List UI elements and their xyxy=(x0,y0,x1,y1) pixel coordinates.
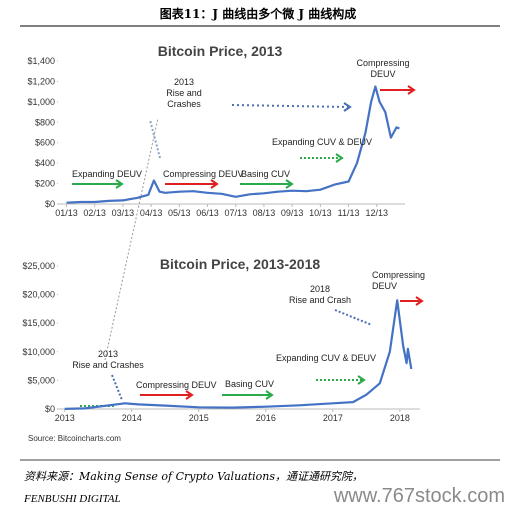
x-tick-label: 06/13 xyxy=(196,208,219,218)
annotation: DEUV xyxy=(372,281,397,291)
y-tick-label: $200 xyxy=(35,179,55,189)
y-tick-label: $800 xyxy=(35,117,55,127)
annotation: Compressing xyxy=(372,270,425,280)
x-tick-label: 03/13 xyxy=(112,208,135,218)
annotation: Expanding CUV & DEUV xyxy=(272,137,372,147)
price-line xyxy=(66,85,400,204)
x-tick-label: 08/13 xyxy=(253,208,276,218)
y-tick-label: $0 xyxy=(45,199,55,209)
x-tick-label: 09/13 xyxy=(281,208,304,218)
x-tick-label: 2013 xyxy=(55,413,75,423)
annotation: Expanding DEUV xyxy=(72,169,142,179)
y-tick-label: $1,000 xyxy=(27,97,55,107)
chart-title: Bitcoin Price, 2013 xyxy=(158,43,283,59)
annotation: Compressing xyxy=(356,58,409,68)
y-tick-label: $0 xyxy=(45,404,55,414)
annotation: Rise and Crash xyxy=(289,295,351,305)
annotation-arrows xyxy=(72,85,424,407)
x-tick-label: 04/13 xyxy=(140,208,163,218)
x-tick-label: 2017 xyxy=(323,413,343,423)
x-tick-label: 07/13 xyxy=(224,208,247,218)
y-tick-label: $400 xyxy=(35,158,55,168)
annotation: Compressing DEUV xyxy=(163,169,244,179)
y-tick-label: $1,400 xyxy=(27,56,55,66)
annotation: DEUV xyxy=(370,69,395,79)
y-tick-label: $600 xyxy=(35,138,55,148)
annotation: Compressing DEUV xyxy=(136,380,217,390)
annotation: Basing CUV xyxy=(241,169,290,179)
x-tick-label: 02/13 xyxy=(83,208,106,218)
x-tick-label: 12/13 xyxy=(366,208,389,218)
figure-caption: 图表11：J 曲线由多个微 J 曲线构成 xyxy=(160,6,357,21)
annotation: 2013 xyxy=(174,77,194,87)
x-tick-label: 11/13 xyxy=(338,208,360,218)
y-tick-label: $15,000 xyxy=(22,318,55,328)
annotation: Basing CUV xyxy=(225,379,274,389)
chart-title: Bitcoin Price, 2013-2018 xyxy=(160,256,321,272)
x-tick-label: 01/13 xyxy=(55,208,78,218)
watermark: www.767stock.com xyxy=(333,485,505,507)
x-tick-label: 2018 xyxy=(390,413,410,423)
x-tick-label: 2014 xyxy=(122,413,142,423)
source-note: Source: Bitcoincharts.com xyxy=(28,434,121,443)
y-tick-label: $25,000 xyxy=(22,261,55,271)
y-tick-label: $20,000 xyxy=(22,290,55,300)
y-tick-label: $10,000 xyxy=(22,347,55,357)
footer-line: 资料来源：Making Sense of Crypto Valuations，通… xyxy=(24,470,363,483)
annotation: Crashes xyxy=(167,99,201,109)
y-tick-label: $5,000 xyxy=(27,375,55,385)
annotation: 2018 xyxy=(310,284,330,294)
annotation: Rise and xyxy=(166,88,202,98)
annotation: Rise and Crashes xyxy=(72,360,144,370)
x-tick-label: 05/13 xyxy=(168,208,191,218)
x-tick-label: 10/13 xyxy=(309,208,332,218)
y-tick-label: $1,200 xyxy=(27,76,55,86)
price-line xyxy=(64,299,413,410)
annotation: 2013 xyxy=(98,349,118,359)
footer-line: FENBUSHI DIGITAL xyxy=(23,493,121,505)
x-tick-label: 2016 xyxy=(256,413,276,423)
annotation: Expanding CUV & DEUV xyxy=(276,353,376,363)
x-tick-label: 2015 xyxy=(189,413,209,423)
